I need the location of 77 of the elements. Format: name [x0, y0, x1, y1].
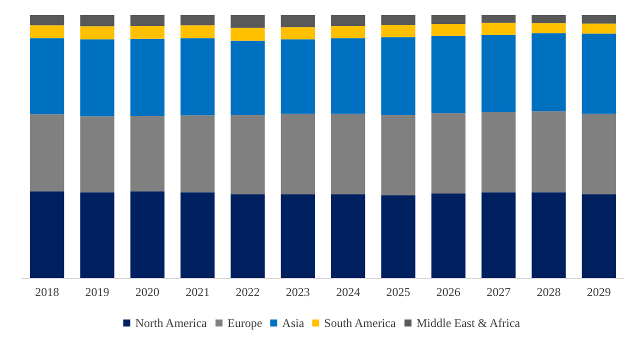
bar: [30, 25, 64, 38]
x-tick-label: 2022: [236, 285, 260, 299]
x-tick-label: 2023: [286, 285, 310, 299]
bar: [482, 34, 516, 112]
bar: [280, 15, 315, 28]
bar: [431, 113, 466, 194]
bar: [30, 15, 64, 26]
bar: [582, 114, 616, 194]
bar: [482, 192, 516, 278]
x-tick-label: 2019: [85, 285, 110, 299]
bar: [381, 114, 416, 196]
bar: [331, 38, 366, 114]
bar: [130, 38, 164, 116]
legend-label: Asia: [282, 316, 305, 330]
bar: [30, 38, 64, 114]
bar: [381, 24, 416, 38]
bar: [80, 15, 114, 26]
bar: [582, 34, 616, 114]
bar: [381, 195, 416, 278]
bar: [180, 115, 215, 192]
bar: [30, 191, 64, 278]
bar: [180, 38, 215, 116]
x-tick-label: 2027: [486, 285, 511, 299]
bar: [482, 22, 516, 35]
bar: [532, 15, 566, 24]
bar: [80, 116, 114, 192]
bar: [431, 24, 466, 36]
x-tick-label: 2020: [135, 285, 160, 299]
legend-label: North America: [135, 316, 208, 330]
bar: [30, 114, 64, 192]
bar: [130, 26, 164, 39]
bar: [130, 15, 164, 26]
legend-label: Europe: [228, 316, 262, 330]
bar: [381, 37, 416, 115]
bar: [331, 114, 366, 194]
legend-label: South America: [324, 316, 396, 330]
bar: [582, 194, 616, 278]
bar: [532, 111, 566, 192]
bar: [280, 194, 315, 278]
bar: [532, 23, 566, 34]
x-tick-label: 2021: [186, 285, 210, 299]
bar: [230, 194, 265, 278]
bar: [280, 39, 315, 114]
bar: [230, 114, 265, 194]
bar: [482, 112, 516, 192]
bar: [80, 39, 114, 116]
bar: [431, 36, 466, 114]
x-tick-label: 2025: [386, 285, 410, 299]
bar: [582, 24, 616, 34]
bar: [331, 26, 366, 38]
bar: [280, 114, 315, 194]
bar: [331, 194, 366, 278]
bar: [180, 15, 215, 26]
bar: [180, 192, 215, 278]
bar: [230, 15, 265, 28]
x-tick-label: 2026: [436, 285, 460, 299]
bar: [230, 40, 265, 115]
bar: [582, 15, 616, 24]
bar: [532, 192, 566, 278]
bar: [130, 191, 164, 278]
bar: [80, 192, 114, 278]
bar: [331, 15, 366, 26]
x-tick-label: 2024: [336, 285, 360, 299]
bar: [280, 27, 315, 40]
bar: [431, 193, 466, 278]
x-tick-label: 2028: [536, 285, 561, 299]
bar: [532, 33, 566, 112]
x-tick-label: 2029: [586, 285, 611, 299]
bar: [180, 25, 215, 38]
bar: [230, 28, 265, 41]
bar: [482, 15, 516, 23]
bar: [130, 116, 164, 192]
bar: [431, 15, 466, 24]
legend-label: Middle East & Africa: [416, 316, 521, 330]
bar: [381, 15, 416, 25]
bar: [80, 26, 114, 40]
x-tick-label: 2018: [35, 285, 60, 299]
